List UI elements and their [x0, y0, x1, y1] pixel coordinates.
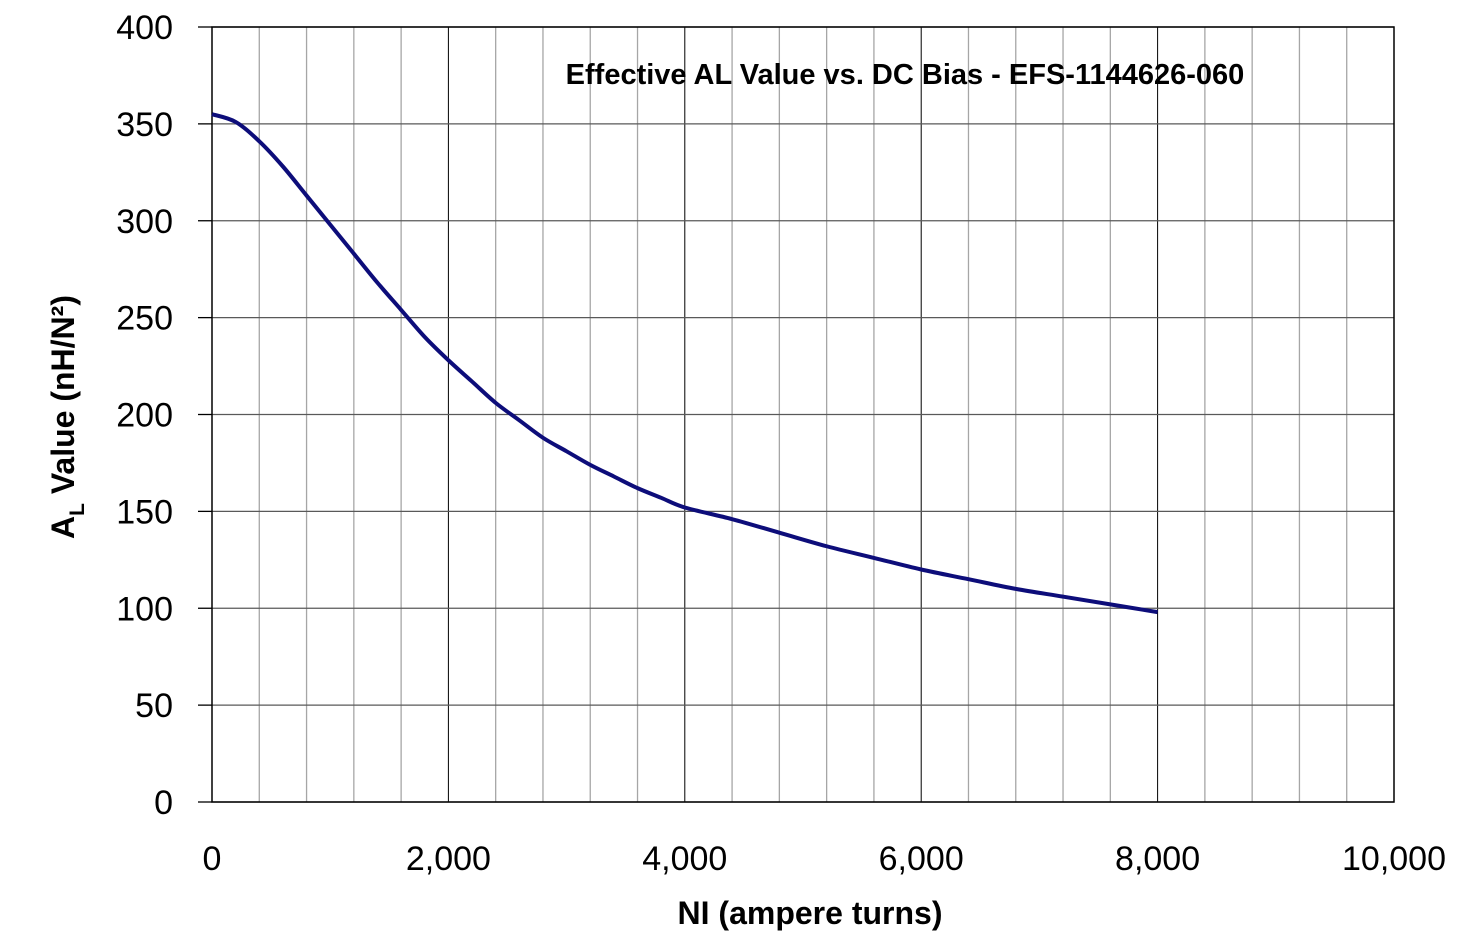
x-tick-label: 0 [203, 840, 222, 878]
x-tick-label: 2,000 [406, 840, 491, 878]
x-tick-label: 8,000 [1115, 840, 1200, 878]
x-tick-label: 4,000 [642, 840, 727, 878]
y-tick-label: 250 [116, 300, 173, 338]
y-tick-label: 50 [135, 687, 173, 725]
y-tick-label: 200 [116, 397, 173, 435]
y-axis-title-subscript: L [66, 503, 89, 516]
y-tick-label: 400 [116, 9, 173, 47]
y-tick-label: 150 [116, 493, 173, 531]
y-axis-tick-labels: 0 50 100 150 200 250 300 350 400 [116, 9, 173, 822]
x-tick-label: 6,000 [879, 840, 964, 878]
major-gridlines [198, 26, 1395, 803]
series-layer [211, 112, 1158, 615]
y-tick-label: 300 [116, 203, 173, 241]
y-tick-label: 0 [154, 784, 173, 822]
y-axis-title-rest: Value (nH/N²) [45, 295, 81, 503]
y-axis-title: AL Value (nH/N²) [45, 295, 89, 539]
series-line [211, 112, 1158, 615]
x-axis-tick-labels: 0 2,000 4,000 6,000 8,000 10,000 [203, 840, 1446, 878]
x-tick-label: 10,000 [1342, 840, 1446, 878]
y-axis-title-main: A [45, 516, 81, 539]
y-tick-label: 100 [116, 590, 173, 628]
x-axis-title: NI (ampere turns) [678, 895, 943, 931]
y-tick-label: 350 [116, 106, 173, 144]
chart-title: Effective AL Value vs. DC Bias - EFS-114… [566, 59, 1245, 91]
plot-area-border [211, 26, 1395, 803]
